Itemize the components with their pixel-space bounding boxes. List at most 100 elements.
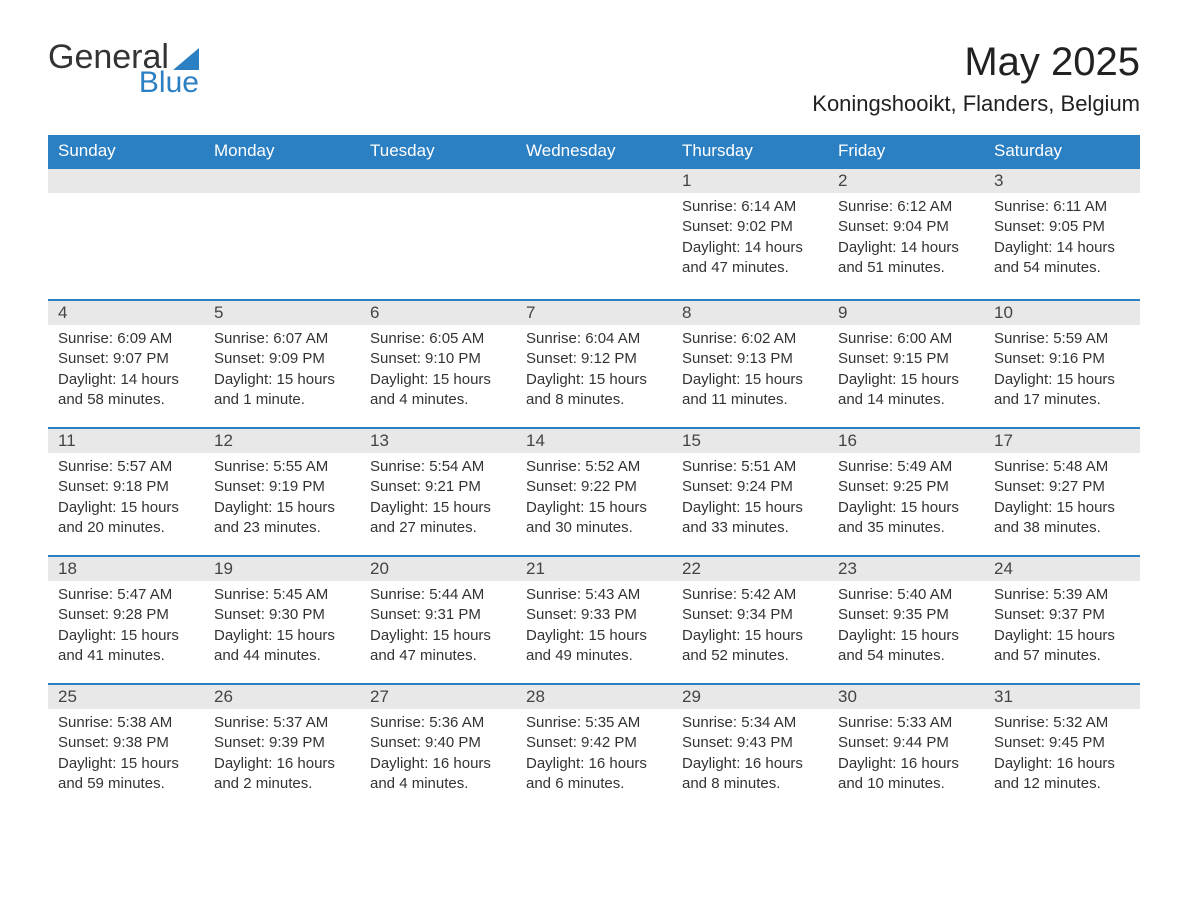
day-number: 16 [828,427,984,453]
day-details: Sunrise: 6:14 AMSunset: 9:02 PMDaylight:… [672,193,828,286]
day-number: 17 [984,427,1140,453]
sunset-text: Sunset: 9:43 PM [682,733,818,753]
sunrise-text: Sunrise: 5:49 AM [838,457,974,477]
calendar-day-cell: 29 Sunrise: 5:34 AMSunset: 9:43 PMDayligh… [672,683,828,811]
calendar-day-cell: 22Sunrise: 5:42 AMSunset: 9:34 PMDayligh… [672,555,828,683]
calendar-day-cell: 13Sunrise: 5:54 AMSunset: 9:21 PMDayligh… [360,427,516,555]
daylight-text: Daylight: 15 hours and 52 minutes. [682,626,818,667]
day-number-empty [204,167,360,193]
sunrise-text: Sunrise: 5:40 AM [838,585,974,605]
calendar-day-cell: 23Sunrise: 5:40 AMSunset: 9:35 PMDayligh… [828,555,984,683]
day-details: Sunrise: 5:43 AMSunset: 9:33 PMDaylight:… [516,581,672,674]
sunrise-text: Sunrise: 5:34 AM [682,713,818,733]
day-number: 9 [828,299,984,325]
day-number: 4 [48,299,204,325]
day-number: 22 [672,555,828,581]
title-block: May 2025 Koningshooikt, Flanders, Belgiu… [812,40,1140,117]
sunset-text: Sunset: 9:19 PM [214,477,350,497]
daylight-text: Daylight: 14 hours and 51 minutes. [838,238,974,279]
day-number: 14 [516,427,672,453]
daylight-text: Daylight: 15 hours and 30 minutes. [526,498,662,539]
daylight-text: Daylight: 16 hours and 12 minutes. [994,754,1130,795]
calendar-day-cell: 12Sunrise: 5:55 AMSunset: 9:19 PMDayligh… [204,427,360,555]
calendar-week-row: 11Sunrise: 5:57 AMSunset: 9:18 PMDayligh… [48,427,1140,555]
sunrise-text: Sunrise: 5:59 AM [994,329,1130,349]
col-friday: Friday [828,135,984,167]
day-number: 29 [672,683,828,709]
sunrise-text: Sunrise: 6:04 AM [526,329,662,349]
sunrise-text: Sunrise: 5:37 AM [214,713,350,733]
sunrise-text: Sunrise: 5:52 AM [526,457,662,477]
sunrise-text: Sunrise: 5:39 AM [994,585,1130,605]
sunrise-text: Sunrise: 5:45 AM [214,585,350,605]
day-number: 3 [984,167,1140,193]
sunrise-text: Sunrise: 5:43 AM [526,585,662,605]
day-number: 12 [204,427,360,453]
daylight-text: Daylight: 15 hours and 35 minutes. [838,498,974,539]
daylight-text: Daylight: 16 hours and 4 minutes. [370,754,506,795]
col-wednesday: Wednesday [516,135,672,167]
calendar-day-cell: 21Sunrise: 5:43 AMSunset: 9:33 PMDayligh… [516,555,672,683]
col-sunday: Sunday [48,135,204,167]
header: General Blue May 2025 Koningshooikt, Fla… [48,40,1140,117]
daylight-text: Daylight: 15 hours and 1 minute. [214,370,350,411]
day-number: 15 [672,427,828,453]
calendar-day-cell: 26Sunrise: 5:37 AMSunset: 9:39 PMDayligh… [204,683,360,811]
sunset-text: Sunset: 9:31 PM [370,605,506,625]
sunrise-text: Sunrise: 6:12 AM [838,197,974,217]
daylight-text: Daylight: 15 hours and 11 minutes. [682,370,818,411]
sunrise-text: Sunrise: 5:51 AM [682,457,818,477]
day-details: Sunrise: 5:38 AMSunset: 9:38 PMDaylight:… [48,709,204,802]
sunset-text: Sunset: 9:30 PM [214,605,350,625]
sunset-text: Sunset: 9:09 PM [214,349,350,369]
calendar-day-cell: 11Sunrise: 5:57 AMSunset: 9:18 PMDayligh… [48,427,204,555]
day-number: 26 [204,683,360,709]
calendar-day-cell: 19Sunrise: 5:45 AMSunset: 9:30 PMDayligh… [204,555,360,683]
sunset-text: Sunset: 9:40 PM [370,733,506,753]
sunset-text: Sunset: 9:04 PM [838,217,974,237]
sunrise-text: Sunrise: 5:54 AM [370,457,506,477]
sunrise-text: Sunrise: 6:09 AM [58,329,194,349]
day-details: Sunrise: 6:09 AMSunset: 9:07 PMDaylight:… [48,325,204,418]
sunrise-text: Sunrise: 5:32 AM [994,713,1130,733]
day-details: Sunrise: 5:33 AMSunset: 9:44 PMDaylight:… [828,709,984,802]
location-subtitle: Koningshooikt, Flanders, Belgium [812,91,1140,117]
daylight-text: Daylight: 15 hours and 17 minutes. [994,370,1130,411]
daylight-text: Daylight: 15 hours and 41 minutes. [58,626,194,667]
sunrise-text: Sunrise: 5:33 AM [838,713,974,733]
page-title: May 2025 [812,40,1140,85]
day-number: 13 [360,427,516,453]
day-details: Sunrise: 6:07 AMSunset: 9:09 PMDaylight:… [204,325,360,418]
day-details: Sunrise: 5:32 AMSunset: 9:45 PMDaylight:… [984,709,1140,802]
calendar-day-cell: 30Sunrise: 5:33 AMSunset: 9:44 PMDayligh… [828,683,984,811]
calendar-week-row: 1Sunrise: 6:14 AMSunset: 9:02 PMDaylight… [48,167,1140,299]
sunset-text: Sunset: 9:16 PM [994,349,1130,369]
daylight-text: Daylight: 15 hours and 27 minutes. [370,498,506,539]
sunrise-text: Sunrise: 6:00 AM [838,329,974,349]
sunrise-text: Sunrise: 5:38 AM [58,713,194,733]
sunrise-text: Sunrise: 6:05 AM [370,329,506,349]
sunset-text: Sunset: 9:15 PM [838,349,974,369]
col-saturday: Saturday [984,135,1140,167]
calendar-day-cell [360,167,516,299]
calendar-day-cell: 31Sunrise: 5:32 AMSunset: 9:45 PMDayligh… [984,683,1140,811]
daylight-text: Daylight: 15 hours and 33 minutes. [682,498,818,539]
sunrise-text: Sunrise: 5:42 AM [682,585,818,605]
day-details: Sunrise: 5:40 AMSunset: 9:35 PMDaylight:… [828,581,984,674]
daylight-text: Daylight: 16 hours and 8 minutes. [682,754,818,795]
sunrise-text: Sunrise: 6:11 AM [994,197,1130,217]
calendar-day-cell [204,167,360,299]
calendar-day-cell: 10Sunrise: 5:59 AMSunset: 9:16 PMDayligh… [984,299,1140,427]
daylight-text: Daylight: 14 hours and 58 minutes. [58,370,194,411]
day-details: Sunrise: 6:02 AMSunset: 9:13 PMDaylight:… [672,325,828,418]
sunset-text: Sunset: 9:42 PM [526,733,662,753]
day-details: Sunrise: 6:05 AMSunset: 9:10 PMDaylight:… [360,325,516,418]
sunset-text: Sunset: 9:35 PM [838,605,974,625]
sunset-text: Sunset: 9:38 PM [58,733,194,753]
day-details: Sunrise: 6:04 AMSunset: 9:12 PMDaylight:… [516,325,672,418]
daylight-text: Daylight: 15 hours and 47 minutes. [370,626,506,667]
daylight-text: Daylight: 15 hours and 57 minutes. [994,626,1130,667]
logo: General Blue [48,40,199,98]
sunset-text: Sunset: 9:18 PM [58,477,194,497]
sunset-text: Sunset: 9:25 PM [838,477,974,497]
